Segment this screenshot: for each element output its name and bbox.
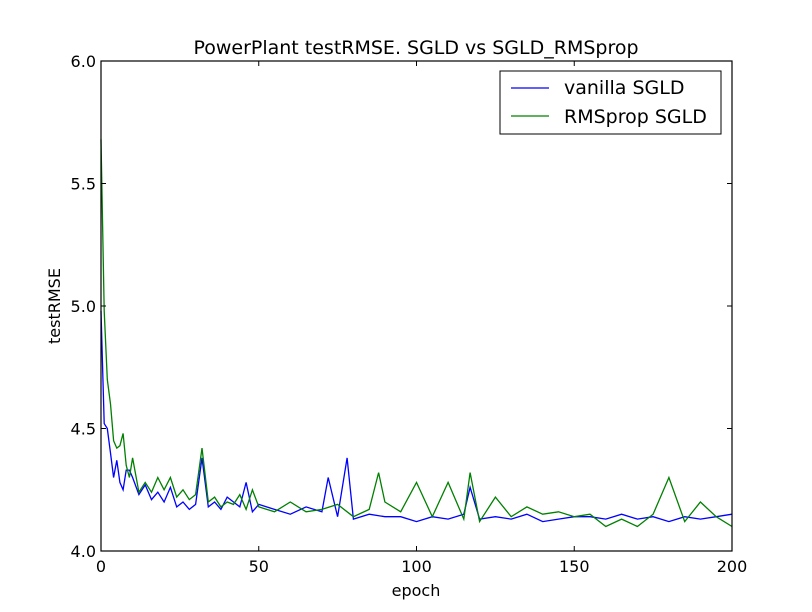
y-tick-label: 4.5 [71,420,96,439]
legend-label-rmsprop-sgld: RMSprop SGLD [564,106,707,128]
x-tick-label: 50 [249,557,269,576]
x-axis: 0 50 100 150 200 [96,61,747,576]
legend: vanilla SGLD RMSprop SGLD [499,70,722,135]
chart-title: PowerPlant testRMSE. SGLD vs SGLD_RMSpro… [193,37,638,59]
x-tick-label: 100 [401,557,432,576]
y-tick-label: 6.0 [71,52,96,71]
y-tick-label: 5.0 [71,297,96,316]
series-line-vanilla-sgld [100,310,733,523]
y-tick-label: 4.0 [71,542,96,561]
y-axis-label: testRMSE [45,268,64,344]
legend-label-vanilla-sgld: vanilla SGLD [564,77,684,99]
x-tick-label: 0 [96,557,106,576]
y-tick-label: 5.5 [71,175,96,194]
series-line-rmsprop-sgld [100,139,733,528]
legend-box [499,70,722,135]
y-axis: 4.0 4.5 5.0 5.5 6.0 [71,52,732,561]
x-tick-label: 150 [559,557,590,576]
x-axis-label: epoch [392,581,441,600]
series-layer [100,139,733,528]
x-tick-label: 200 [717,557,748,576]
